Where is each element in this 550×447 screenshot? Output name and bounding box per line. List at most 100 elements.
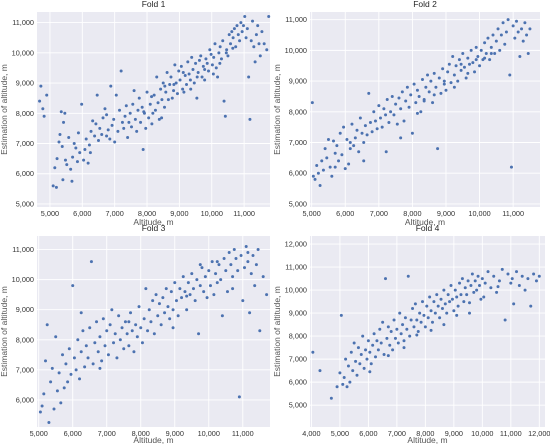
tick-labels: 5,000 6,000 7,000 8,000 9,000 10,000 11,000 5,0… xyxy=(12,18,255,218)
data-point xyxy=(474,58,478,62)
data-point xyxy=(217,51,221,55)
data-point xyxy=(127,120,131,124)
data-point xyxy=(370,130,374,134)
data-point xyxy=(523,288,527,292)
data-point xyxy=(234,45,238,49)
data-point xyxy=(362,366,366,370)
data-point xyxy=(473,70,477,74)
y-tick-label: 8,000 xyxy=(16,109,34,118)
data-point xyxy=(345,137,349,141)
data-point xyxy=(79,311,83,315)
data-point xyxy=(67,347,71,351)
x-axis-label: Altitude, m xyxy=(405,217,445,227)
data-point xyxy=(430,320,434,324)
data-point xyxy=(235,24,239,28)
data-point xyxy=(532,272,536,276)
data-point xyxy=(70,179,74,183)
data-point xyxy=(489,286,493,290)
data-point xyxy=(124,104,128,108)
data-point xyxy=(91,362,95,366)
data-point xyxy=(442,82,446,86)
data-point xyxy=(479,297,483,301)
data-point xyxy=(253,60,257,64)
data-point xyxy=(189,87,193,91)
data-point xyxy=(244,245,248,249)
data-point xyxy=(429,328,433,332)
data-point xyxy=(404,99,408,103)
data-point xyxy=(457,58,461,62)
x-tick-label: 11,000 xyxy=(502,209,524,218)
tick-labels: 5,000 6,000 7,000 8,000 9,000 10,000 11,000 5,0… xyxy=(285,15,524,218)
data-point xyxy=(173,281,177,285)
x-tick-label: 7,000 xyxy=(106,209,124,218)
data-point xyxy=(152,93,156,97)
data-point xyxy=(74,146,78,150)
data-point xyxy=(101,116,105,120)
data-point xyxy=(98,126,102,130)
y-tick-label: 8,000 xyxy=(289,332,307,341)
y-tick-label: 12,000 xyxy=(285,240,307,249)
data-point xyxy=(392,113,396,117)
data-point xyxy=(218,61,222,65)
data-point xyxy=(227,33,231,37)
data-point xyxy=(452,85,456,89)
data-point xyxy=(225,290,229,294)
data-point xyxy=(81,329,85,333)
data-point xyxy=(128,111,132,115)
y-tick-label: 9,000 xyxy=(16,79,34,88)
data-point xyxy=(181,275,185,279)
data-point xyxy=(53,166,57,170)
data-point xyxy=(88,326,92,330)
data-point xyxy=(462,300,466,304)
data-point xyxy=(389,330,393,333)
data-point xyxy=(342,125,346,129)
data-points xyxy=(311,267,541,400)
data-point xyxy=(427,90,431,94)
data-point xyxy=(409,318,413,322)
data-point xyxy=(62,120,66,124)
data-point xyxy=(523,21,527,25)
data-point xyxy=(116,129,120,133)
data-point xyxy=(122,347,126,351)
data-point xyxy=(164,90,168,94)
data-point xyxy=(165,70,169,74)
data-point xyxy=(446,293,450,297)
data-point xyxy=(245,27,249,31)
data-point xyxy=(120,326,124,330)
data-point xyxy=(254,33,258,37)
data-point xyxy=(335,144,339,148)
data-point xyxy=(40,404,44,408)
data-point xyxy=(63,158,67,162)
x-tick-label: 8,000 xyxy=(403,209,421,218)
data-point xyxy=(159,323,163,327)
data-point xyxy=(489,45,493,49)
data-point xyxy=(110,123,114,127)
data-point xyxy=(382,107,386,111)
data-point xyxy=(359,353,363,357)
y-tick-label: 8,000 xyxy=(16,335,34,344)
data-point xyxy=(219,278,223,282)
data-point xyxy=(112,341,116,345)
y-axis-label: Estimation of altitude, m xyxy=(272,286,282,377)
data-point xyxy=(215,281,219,285)
data-point xyxy=(38,410,42,414)
data-point xyxy=(212,293,216,297)
data-point xyxy=(161,81,165,85)
x-tick-label: 9,000 xyxy=(166,429,184,438)
data-point xyxy=(109,84,113,88)
data-point xyxy=(216,75,220,79)
data-point xyxy=(376,348,380,352)
x-axis-label: Altitude, m xyxy=(133,435,173,445)
data-point xyxy=(188,293,192,297)
data-point xyxy=(135,129,139,133)
data-point xyxy=(249,272,253,276)
data-point xyxy=(423,325,427,329)
data-point xyxy=(432,93,436,97)
data-point xyxy=(479,48,483,52)
data-point xyxy=(241,299,245,303)
data-point xyxy=(134,323,138,327)
data-point xyxy=(110,308,114,312)
data-point xyxy=(363,124,367,128)
data-point xyxy=(168,317,172,321)
data-point xyxy=(207,269,211,273)
